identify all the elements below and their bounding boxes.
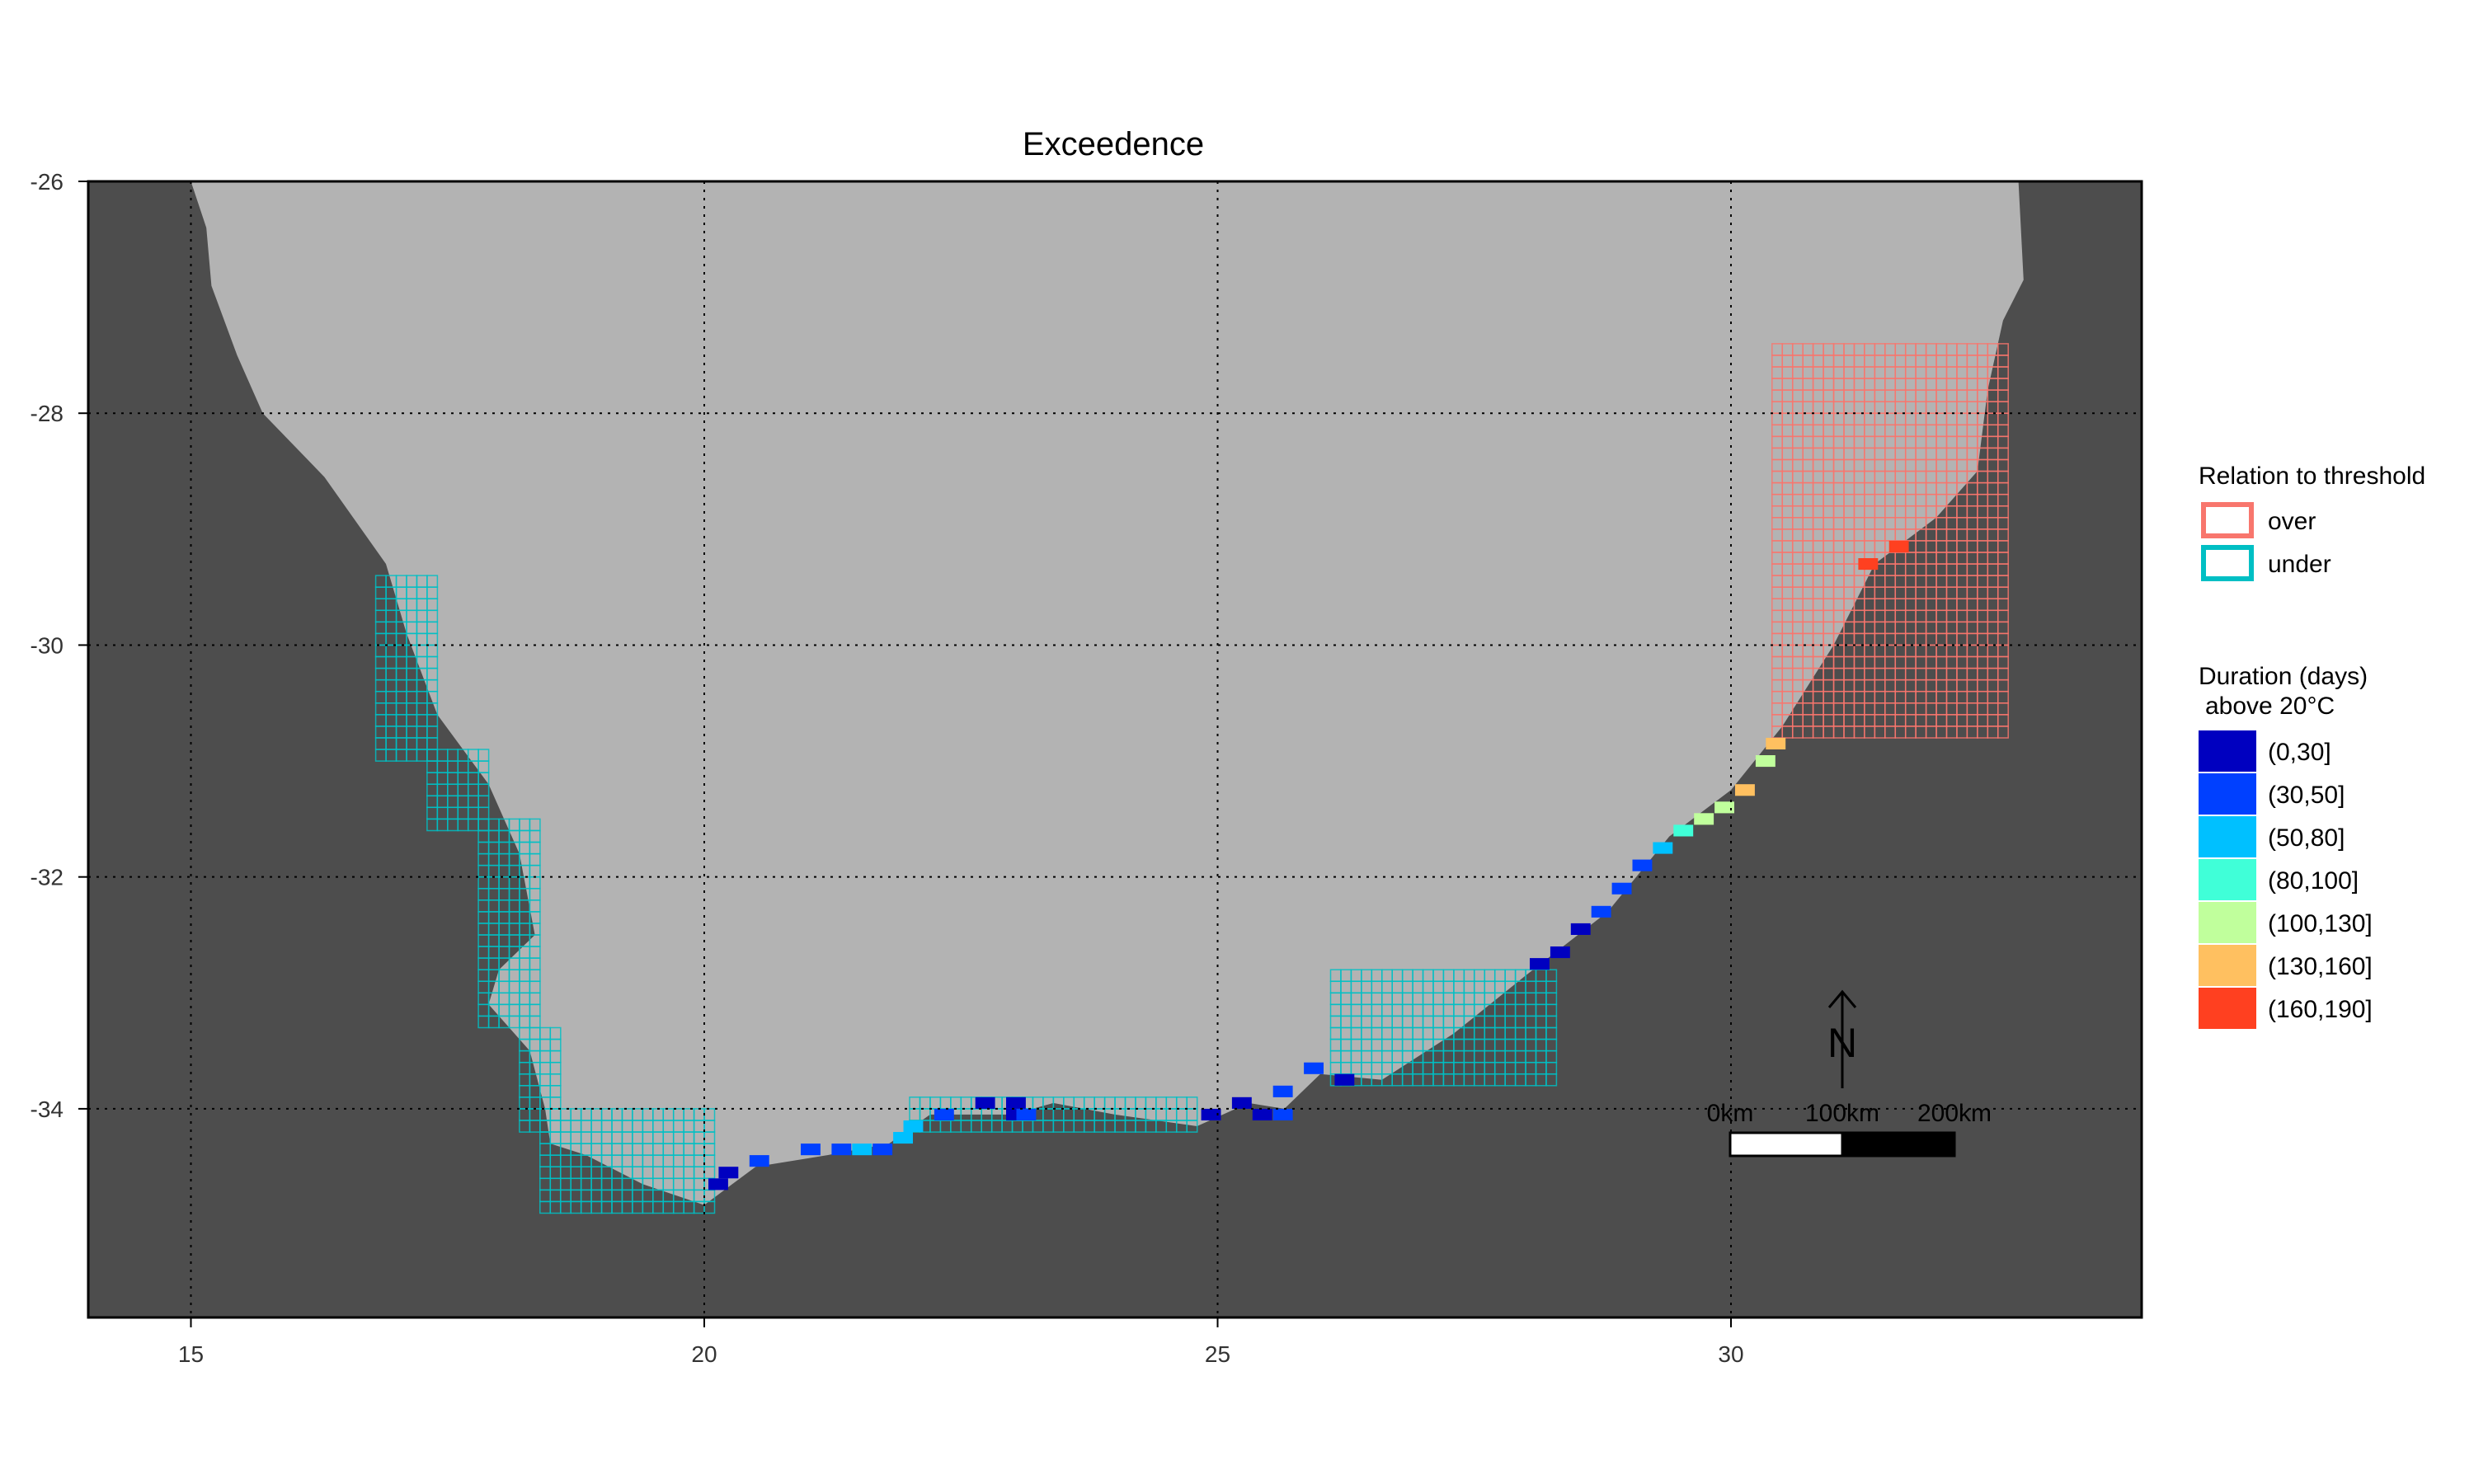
- x-axis: 15 20 25 30: [178, 1317, 1744, 1367]
- duration-cells: [708, 540, 1909, 1190]
- duration-cell: [1231, 1097, 1252, 1109]
- scale-label-100: 100km: [1805, 1100, 1879, 1127]
- map-title: Exceedence: [1023, 126, 1204, 162]
- duration-key: [2199, 859, 2256, 900]
- duration-cell: [893, 1132, 913, 1144]
- threshold-key-over: [2201, 502, 2254, 538]
- duration-legend-subtitle: above 20°C: [2205, 693, 2335, 720]
- threshold-region-under-5: [539, 1108, 716, 1214]
- y-tick-label: -32: [31, 865, 63, 890]
- x-tick-label: 20: [691, 1341, 717, 1367]
- duration-cell: [852, 1144, 872, 1156]
- duration-cell: [1735, 784, 1755, 796]
- y-tick-label: -28: [31, 401, 63, 426]
- duration-cell: [1252, 1108, 1272, 1120]
- duration-cell: [975, 1097, 995, 1109]
- duration-cell: [1755, 755, 1776, 768]
- duration-key: [2199, 945, 2256, 986]
- duration-legend-title: Duration (days): [2199, 663, 2368, 690]
- x-tick-label: 15: [178, 1341, 204, 1367]
- threshold-region-over-8: [1771, 343, 2009, 739]
- threshold-cell: [1997, 726, 2009, 739]
- duration-cell: [1673, 824, 1694, 837]
- y-axis: -26 -28 -30 -32 -34: [31, 169, 88, 1122]
- duration-cell: [872, 1144, 893, 1156]
- duration-cell: [1016, 1108, 1037, 1120]
- y-tick-label: -26: [31, 169, 63, 195]
- land-mass: [190, 181, 2142, 1205]
- threshold-cells: [374, 343, 2009, 1214]
- north-label: N: [1827, 1020, 1857, 1066]
- threshold-legend-title: Relation to threshold: [2199, 463, 2425, 490]
- threshold-key-under: [2201, 545, 2254, 581]
- duration-cell: [1272, 1085, 1293, 1097]
- duration-label: (0,30]: [2268, 739, 2331, 766]
- scale-label-200: 200km: [1917, 1100, 1992, 1127]
- scale-bar: 0km 100km 200km: [1707, 1100, 1992, 1158]
- threshold-cell: [703, 1200, 716, 1214]
- plot-frame: [87, 180, 2143, 1319]
- duration-cell: [934, 1108, 954, 1120]
- north-arrow: N: [1827, 989, 1857, 1088]
- duration-cell: [1766, 737, 1786, 749]
- duration-cell: [1858, 558, 1879, 571]
- duration-cell: [1714, 801, 1734, 814]
- threshold-cell: [1186, 1120, 1198, 1133]
- duration-cell: [1632, 859, 1653, 871]
- duration-label: (100,130]: [2268, 910, 2373, 937]
- duration-cell: [1570, 923, 1591, 935]
- duration-cell: [1530, 958, 1550, 970]
- duration-cell: [718, 1167, 739, 1179]
- threshold-cell: [1545, 1073, 1558, 1087]
- duration-label: (130,160]: [2268, 953, 2373, 980]
- threshold-region-under-2: [477, 818, 541, 947]
- duration-cell: [1611, 882, 1632, 895]
- threshold-region-under-3: [477, 946, 541, 1029]
- duration-cell: [1006, 1097, 1026, 1109]
- x-tick-label: 30: [1718, 1341, 1743, 1367]
- duration-cell: [708, 1178, 728, 1190]
- duration-label: (30,50]: [2268, 782, 2345, 809]
- y-tick-label: -34: [31, 1097, 63, 1122]
- duration-cell: [1334, 1073, 1355, 1086]
- duration-legend: Duration (days) above 20°C (0,30] (30,50]…: [2199, 663, 2373, 1029]
- duration-cell: [1888, 540, 1909, 552]
- duration-label: (160,190]: [2268, 996, 2373, 1023]
- threshold-label-over: over: [2268, 508, 2316, 535]
- duration-cell: [1201, 1108, 1221, 1120]
- duration-cell: [1591, 905, 1611, 918]
- threshold-label-under: under: [2268, 551, 2331, 578]
- duration-label: (50,80]: [2268, 824, 2345, 852]
- duration-cell: [749, 1155, 769, 1167]
- threshold-region-under-0: [374, 575, 439, 762]
- duration-cell: [1694, 813, 1714, 825]
- duration-cell: [831, 1144, 852, 1156]
- duration-cell: [903, 1120, 924, 1133]
- scale-label-0: 0km: [1707, 1100, 1754, 1127]
- duration-cell: [1272, 1108, 1293, 1120]
- duration-key: [2199, 902, 2256, 943]
- duration-key: [2199, 816, 2256, 857]
- x-tick-label: 25: [1205, 1341, 1230, 1367]
- threshold-region-under-1: [426, 749, 490, 832]
- duration-cell: [1550, 946, 1570, 959]
- duration-cell: [1304, 1062, 1324, 1074]
- duration-cell: [801, 1144, 821, 1156]
- duration-key: [2199, 988, 2256, 1029]
- duration-label: (80,100]: [2268, 867, 2359, 895]
- threshold-legend: Relation to threshold over under: [2199, 463, 2425, 581]
- threshold-region-under-7: [1329, 969, 1558, 1087]
- duration-key: [2199, 730, 2256, 772]
- duration-key: [2199, 773, 2256, 815]
- duration-cell: [1653, 842, 1673, 854]
- y-tick-label: -30: [31, 632, 63, 658]
